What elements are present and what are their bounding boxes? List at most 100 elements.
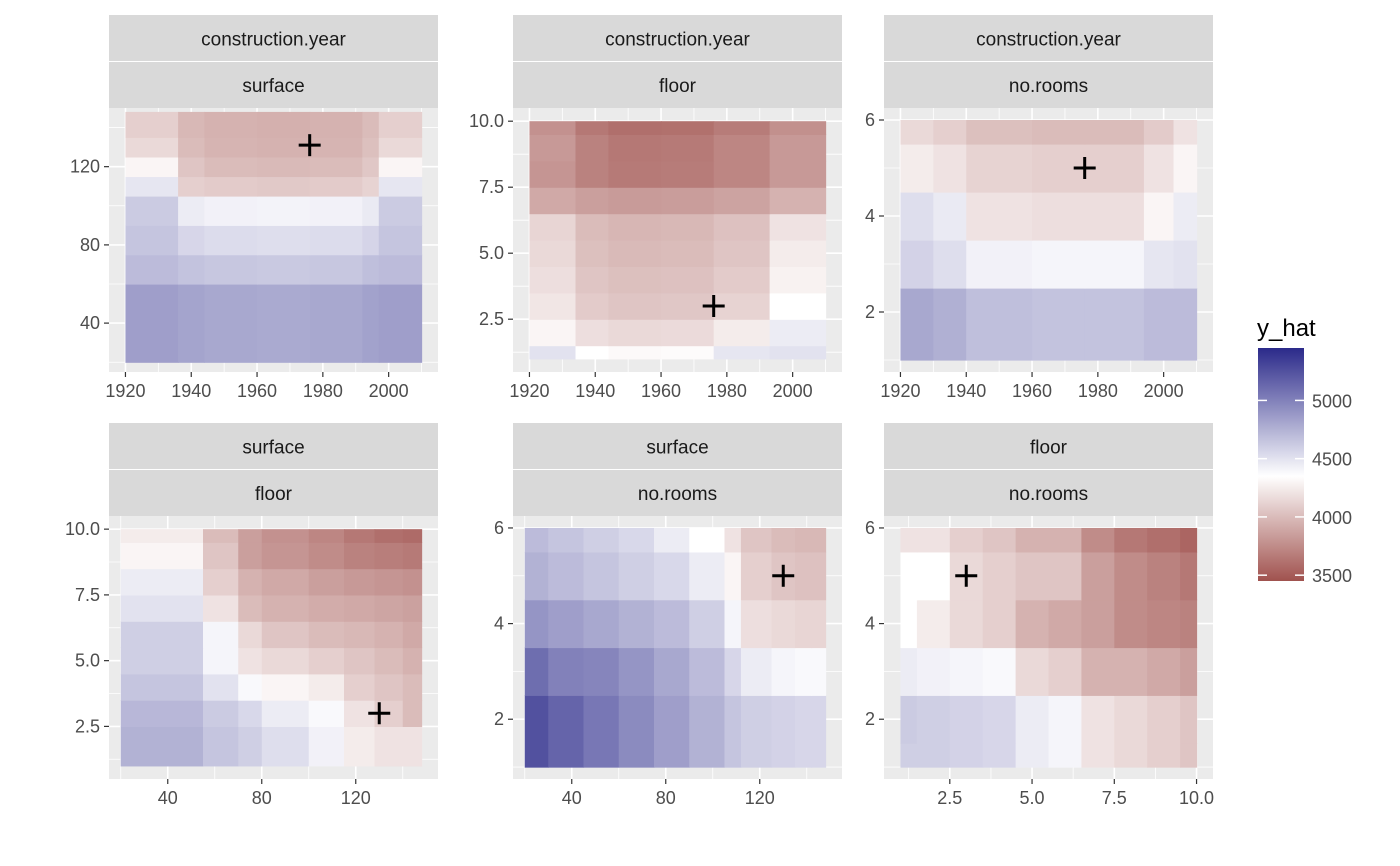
heatmap-tile — [769, 187, 827, 215]
heatmap-tile — [713, 160, 771, 188]
heatmap-tile — [583, 527, 620, 553]
heatmap-tile — [811, 599, 827, 649]
heatmap-tile — [1015, 695, 1050, 744]
heatmap-tile — [378, 176, 423, 197]
heatmap-tile — [548, 551, 585, 601]
heatmap-tile — [740, 527, 773, 553]
heatmap-tile — [900, 240, 934, 289]
heatmap-tile — [238, 673, 263, 701]
heatmap-tile — [125, 137, 179, 158]
heatmap-tile — [1081, 599, 1115, 649]
heatmap-tile — [378, 156, 423, 178]
heatmap-tile — [548, 599, 585, 649]
x-tick-label: 40 — [158, 788, 178, 808]
x-tick-label: 120 — [341, 788, 371, 808]
heatmap-tile — [204, 137, 258, 158]
strip-bottom — [513, 470, 842, 516]
heatmap-tile — [238, 542, 263, 570]
heatmap-tile — [203, 700, 239, 727]
heatmap-tile — [529, 266, 577, 294]
heatmap-tile — [120, 568, 204, 596]
heatmap-tile — [120, 673, 204, 701]
facet-panel-1: construction.year surface 1920 1940 1960 1980… — [70, 15, 438, 401]
facet-panel-5: surface no.rooms 40 80 120 2 4 6 — [494, 423, 842, 808]
heatmap-tile — [661, 240, 715, 267]
strip-bottom-label: floor — [255, 484, 293, 505]
heatmap-tile — [344, 594, 376, 622]
heatmap-tile — [608, 266, 662, 294]
y-tick-label: 40 — [80, 313, 100, 333]
y-tick-label: 6 — [865, 110, 875, 130]
heatmap-tile — [1147, 551, 1181, 601]
y-tick-label: 10.0 — [469, 111, 504, 131]
heatmap-tile — [949, 695, 984, 744]
x-tick-label: 1960 — [1012, 381, 1052, 401]
legend-colorbar — [1258, 348, 1304, 581]
heatmap-tile — [203, 673, 239, 701]
heatmap-tile — [120, 542, 204, 570]
legend-break-label: 4000 — [1312, 508, 1352, 528]
y-tick-label: 2 — [494, 709, 504, 729]
heatmap-tile — [261, 568, 310, 596]
heatmap-tile — [529, 319, 577, 347]
heatmap-tile — [1173, 120, 1198, 145]
heatmap-tile — [344, 621, 376, 649]
heatmap-tile — [618, 527, 655, 553]
heatmap-tile — [529, 213, 577, 241]
heatmap-tile — [374, 542, 404, 570]
heatmap-tile — [966, 192, 1033, 241]
heatmap-tile — [203, 594, 239, 622]
heatmap-tile — [724, 551, 742, 601]
heatmap-tile — [362, 196, 380, 226]
heatmap-tile — [1114, 743, 1148, 768]
heatmap-tile — [1114, 527, 1148, 553]
strip-bottom — [109, 62, 438, 108]
heatmap-tile — [575, 213, 610, 241]
heatmap-tile — [402, 621, 423, 649]
heatmap-tile — [769, 345, 827, 360]
strip-top-label: surface — [646, 437, 708, 458]
heatmap-tile — [949, 647, 984, 696]
strip-bottom-label: no.rooms — [1009, 484, 1088, 505]
heatmap-tile — [178, 137, 206, 158]
x-tick-label: 1940 — [946, 381, 986, 401]
y-tick-label: 6 — [494, 518, 504, 538]
heatmap-tile — [362, 111, 380, 138]
heatmap-tile — [661, 213, 715, 241]
heatmap-tile — [125, 225, 179, 256]
heatmap-tile — [689, 695, 726, 768]
heatmap-tile — [1081, 647, 1115, 696]
strip-top — [109, 15, 438, 61]
heatmap-tile — [402, 726, 423, 767]
heatmap-tile — [1114, 695, 1148, 744]
strip-bottom-label: no.rooms — [1009, 76, 1088, 97]
axes: 1920 1940 1960 1980 2000 40 80 120 — [70, 157, 409, 401]
heatmap-tile — [261, 542, 310, 570]
heatmap-tile — [309, 137, 363, 158]
heatmap-tile — [1180, 551, 1198, 601]
facet-panel-6: floor no.rooms 2.5 5.0 7.5 10.0 2 4 6 — [865, 423, 1214, 808]
strip-bottom — [513, 62, 842, 108]
heatmap-tile — [548, 647, 585, 696]
strip-top — [884, 423, 1213, 469]
heatmap-tile — [608, 213, 662, 241]
observation-marker — [772, 564, 795, 587]
heatmap-tile — [402, 700, 423, 727]
heatmap-tile — [524, 551, 549, 601]
heatmap-tile — [661, 121, 715, 135]
heatmap-tile — [933, 192, 967, 241]
x-tick-label: 2000 — [369, 381, 409, 401]
heatmap-tile — [120, 529, 204, 543]
heatmap-tile — [769, 240, 827, 267]
legend-break-label: 3500 — [1312, 566, 1352, 586]
strip-top-label: construction.year — [201, 29, 346, 50]
legend-break-label: 4500 — [1312, 450, 1352, 470]
heatmap-tile — [309, 196, 363, 226]
heatmap-tile — [261, 726, 310, 767]
heatmap-tile — [125, 284, 179, 363]
heatmap-tile — [344, 529, 376, 543]
y-tick-label: 4 — [865, 614, 875, 634]
heatmap-tile — [900, 144, 934, 193]
strip-bottom-label: floor — [659, 76, 697, 97]
heatmap-tile — [982, 743, 1017, 768]
